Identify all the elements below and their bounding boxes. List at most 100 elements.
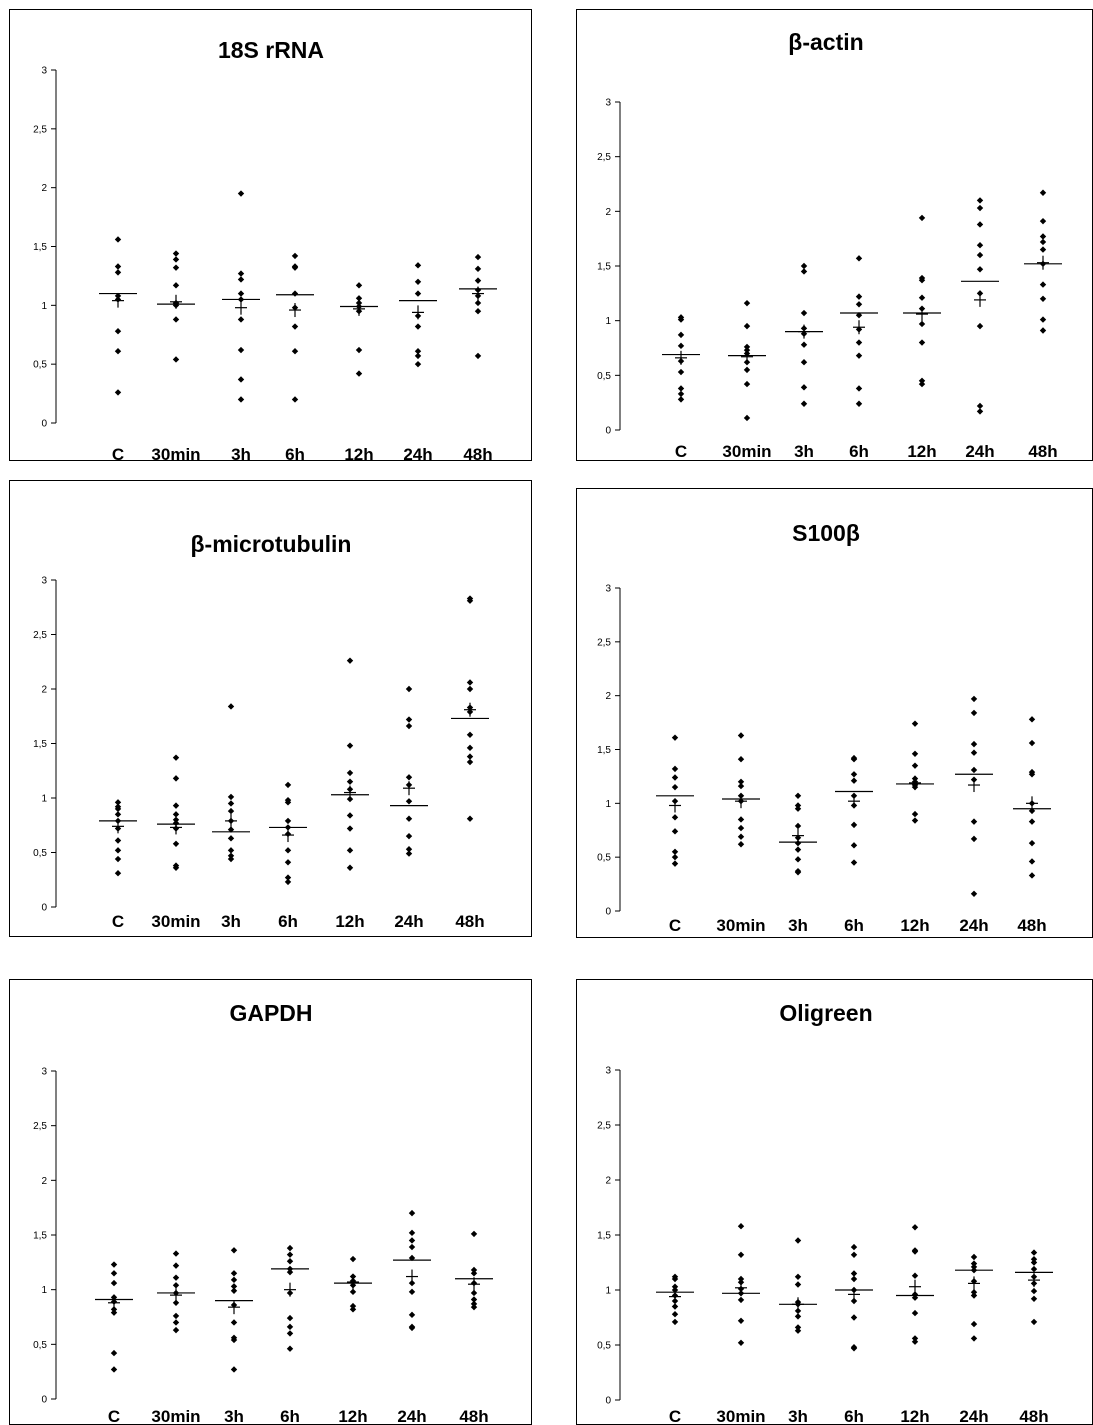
data-point <box>911 720 919 727</box>
x-category-label: 6h <box>844 1407 864 1424</box>
data-point <box>466 753 474 760</box>
x-category-label: 24h <box>965 442 994 460</box>
data-point <box>855 339 863 346</box>
data-point <box>970 1335 978 1342</box>
data-point <box>1030 1259 1038 1266</box>
data-point <box>110 1279 118 1287</box>
data-point <box>671 734 679 741</box>
data-point <box>970 1320 978 1328</box>
data-point <box>114 799 122 806</box>
chart-title: β-actin <box>788 29 863 55</box>
data-point <box>855 400 863 407</box>
chart-svg: Oligreen 0 0,5 1 1,5 2 2,5 3 C 30min 3h 6h 12h 24h 48h <box>597 1000 1053 1424</box>
data-point <box>408 1229 416 1237</box>
data-point <box>1039 316 1047 323</box>
data-point <box>230 1319 238 1326</box>
data-point <box>114 870 122 877</box>
data-point <box>677 316 685 323</box>
data-point <box>227 807 235 815</box>
data-point <box>227 835 235 842</box>
data-point <box>794 839 802 847</box>
data-point <box>355 295 363 302</box>
data-point <box>172 816 180 823</box>
y-tick-label: 1,5 <box>33 1231 47 1242</box>
data-point <box>737 1339 745 1346</box>
y-tick-label: 3 <box>605 98 611 109</box>
data-point <box>1030 1287 1038 1295</box>
data-point <box>346 825 354 832</box>
data-point <box>405 716 413 723</box>
data-point <box>850 1251 858 1258</box>
data-point <box>970 740 978 748</box>
data-point <box>911 750 919 758</box>
data-point <box>414 323 422 330</box>
data-point <box>291 264 299 271</box>
data-point <box>1028 858 1036 865</box>
data-point <box>227 855 235 863</box>
y-tick-label: 2 <box>605 1176 611 1187</box>
x-category-label: 24h <box>959 1407 988 1424</box>
data-point <box>172 1282 180 1289</box>
y-tick-label: 1 <box>605 316 611 327</box>
data-point <box>230 1270 238 1277</box>
x-category-label: 3h <box>788 916 808 935</box>
data-point <box>414 290 422 297</box>
data-point <box>470 1270 478 1277</box>
data-point <box>677 390 685 398</box>
y-tick-label: 1 <box>605 799 611 810</box>
x-category-label: 6h <box>278 912 298 931</box>
y-tick-label: 2,5 <box>33 1121 47 1132</box>
data-point <box>1039 233 1047 240</box>
data-point <box>1028 739 1036 747</box>
data-point <box>172 840 180 847</box>
data-point <box>976 221 984 228</box>
data-point <box>286 1330 294 1337</box>
data-point <box>227 703 235 710</box>
data-point <box>172 1262 180 1269</box>
data-point <box>172 316 180 323</box>
data-point <box>172 264 180 271</box>
data-point <box>414 360 422 368</box>
data-point <box>918 277 926 284</box>
data-point <box>737 841 745 848</box>
chart-title: 18S rRNA <box>218 37 324 63</box>
data-point <box>237 376 245 383</box>
data-point <box>237 346 245 354</box>
chart-svg: S100β 0 0,5 1 1,5 2 2,5 3 C 30min 3h 6h 12h 24h 48h <box>597 520 1051 935</box>
chart-panel-s100-beta: S100β 0 0,5 1 1,5 2 2,5 3 C 30min 3h 6h 12h 24h 48h <box>576 488 1093 938</box>
data-point <box>794 869 802 876</box>
data-point <box>743 366 751 374</box>
data-point <box>172 256 180 263</box>
data-point <box>800 268 808 275</box>
data-point <box>743 322 751 330</box>
data-point <box>284 817 292 825</box>
data-point <box>230 1276 238 1284</box>
data-point <box>346 847 354 854</box>
data-point <box>794 856 802 863</box>
x-category-label: 48h <box>1019 1407 1048 1424</box>
data-point <box>794 822 802 830</box>
data-point <box>794 1327 802 1334</box>
chart-title: S100β <box>792 520 860 546</box>
data-point <box>976 204 984 212</box>
data-point <box>850 1345 858 1352</box>
data-point <box>405 722 413 730</box>
chart-panel-oligreen: Oligreen 0 0,5 1 1,5 2 2,5 3 C 30min 3h 6h 12h 24h 48h <box>576 979 1093 1425</box>
data-point <box>737 816 745 823</box>
data-point <box>114 811 122 818</box>
data-point <box>227 852 235 859</box>
y-tick-label: 0,5 <box>33 848 47 859</box>
data-point <box>172 754 180 761</box>
data-point <box>855 255 863 262</box>
y-tick-label: 0,5 <box>33 360 47 371</box>
data-point <box>172 1319 180 1326</box>
chart-panel-gapdh: GAPDH 0 0,5 1 1,5 2 2,5 3 C 30min 3h 6h 12h 24h 48h <box>9 979 532 1425</box>
data-point <box>286 1268 294 1276</box>
data-point <box>172 1326 180 1334</box>
data-point <box>800 359 808 366</box>
y-tick-label: 0,5 <box>597 1341 611 1352</box>
x-category-label: C <box>669 1407 681 1424</box>
data-point <box>114 328 122 335</box>
data-point <box>172 811 180 818</box>
data-point <box>349 1302 357 1310</box>
